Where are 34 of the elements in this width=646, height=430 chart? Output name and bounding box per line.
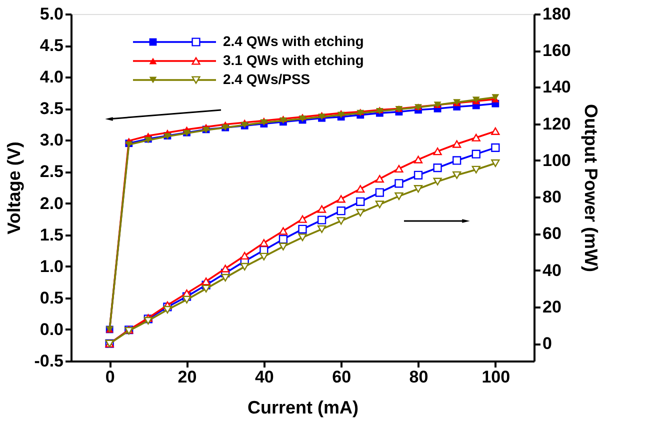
y2-tick-label: 120	[542, 114, 571, 134]
y2-tick-label: 160	[542, 41, 571, 60]
y2-tick-label: 0	[542, 334, 552, 354]
y-axis-title: Voltage (V)	[4, 142, 24, 234]
y2-tick-label: 180	[542, 4, 571, 24]
y-tick-label: 0.0	[40, 320, 64, 339]
x-tick-label: 60	[332, 368, 352, 386]
legend-label: 2.4 QWs with etching	[223, 33, 364, 49]
x-tick-label: 0	[105, 368, 115, 386]
y-tick-label: 3.0	[40, 130, 64, 150]
y2-tick-label: 100	[542, 150, 571, 170]
y2-axis-title: Output Power (mW)	[580, 104, 601, 272]
legend-label: 3.1 QWs with etching	[223, 52, 364, 68]
y2-tick-label: 20	[542, 297, 562, 316]
y-tick-label: 4.5	[40, 36, 64, 56]
y2-tick-label: 140	[542, 78, 571, 97]
y-tick-label: 2.0	[40, 194, 64, 213]
legend-label: 2.4 QWs/PSS	[223, 71, 310, 87]
x-tick-label: 20	[178, 368, 197, 386]
y2-tick-label: 40	[542, 260, 562, 280]
y-tick-label: 5.0	[40, 4, 64, 24]
y-tick-label: 0.5	[40, 288, 64, 308]
y-tick-label: -0.5	[34, 352, 64, 370]
x-tick-label: 80	[409, 368, 428, 386]
y-tick-label: 1.5	[40, 225, 64, 244]
y-tick-label: 1.0	[40, 256, 64, 276]
y-tick-label: 4.0	[40, 68, 64, 87]
y2-tick-label: 80	[542, 188, 562, 207]
x-axis-title: Current (mA)	[248, 398, 359, 418]
x-tick-label: 40	[254, 368, 274, 386]
x-tick-label: 100	[482, 368, 510, 386]
y-tick-label: 3.5	[40, 99, 64, 118]
y2-tick-label: 60	[542, 224, 562, 244]
y-tick-label: 2.5	[40, 162, 64, 182]
